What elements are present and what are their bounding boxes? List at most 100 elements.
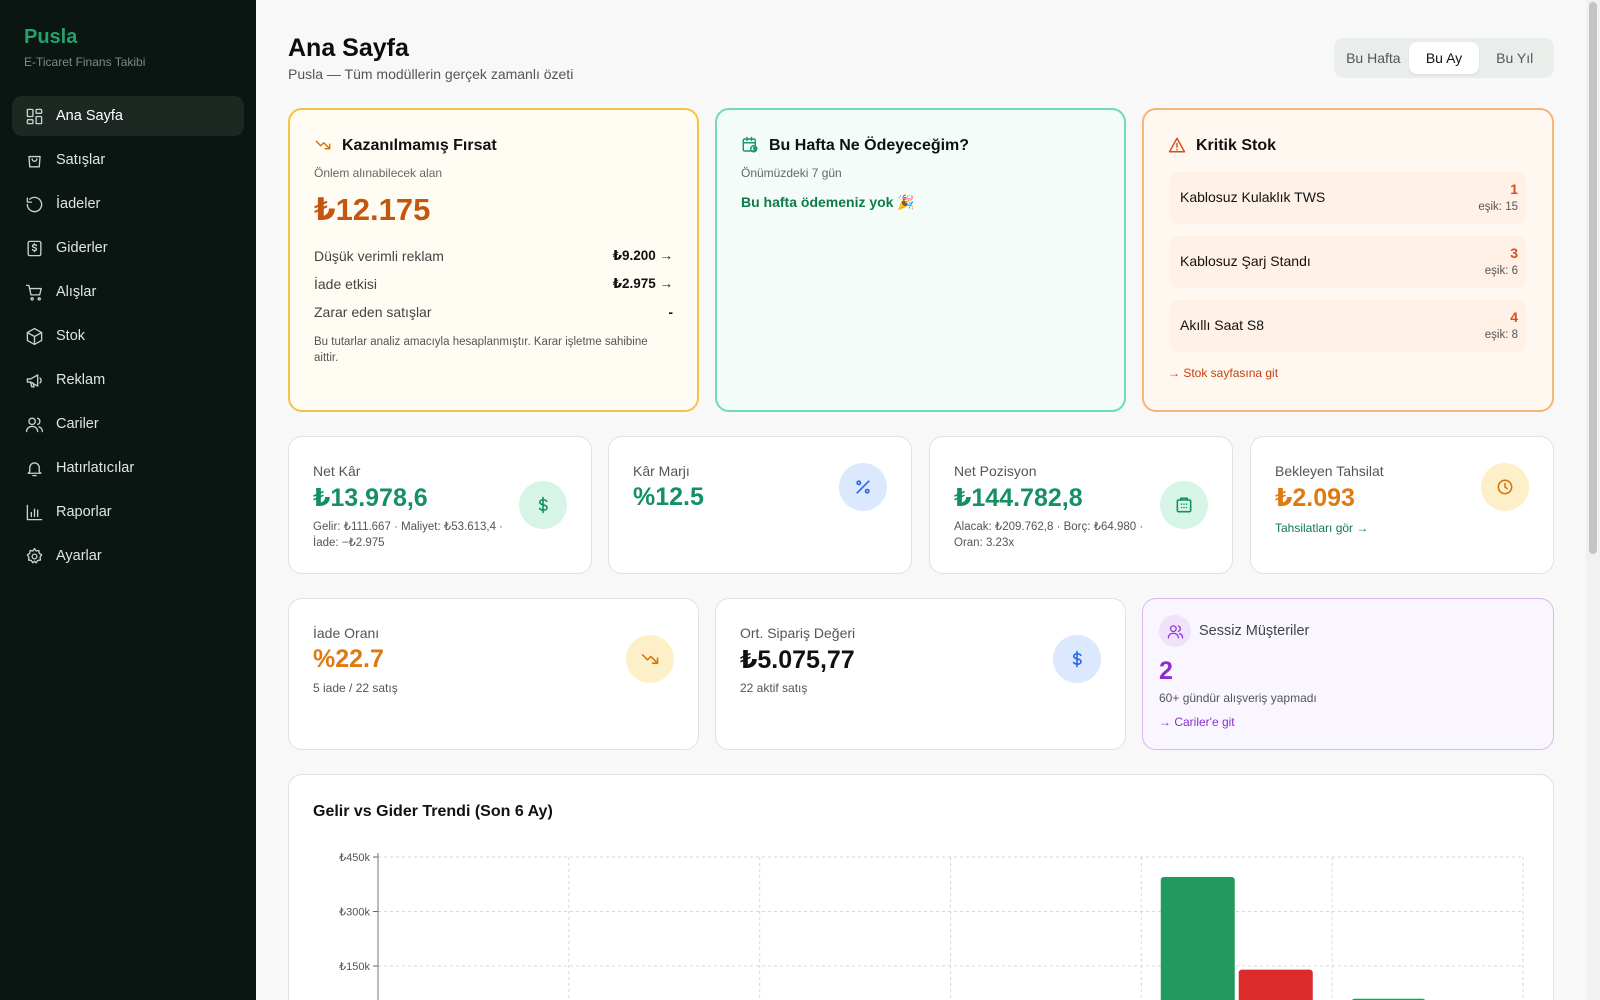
sidebar-item-ayarlar[interactable]: Ayarlar xyxy=(12,536,244,576)
percent-icon xyxy=(839,463,887,511)
income-expense-chart: ₺450k ₺300k ₺150k xyxy=(339,852,1524,1000)
sidebar-item-alislar[interactable]: Alışlar xyxy=(12,272,244,312)
kpi-detail: 5 iade / 22 satış xyxy=(313,681,398,695)
sidebar-item-label: Cariler xyxy=(56,416,99,432)
shopping-bag-icon xyxy=(24,150,44,170)
page-title: Ana Sayfa xyxy=(288,34,409,62)
bell-icon xyxy=(24,458,44,478)
profit-margin-card: Kâr Marjı %12.5 xyxy=(608,436,912,574)
trending-down-icon xyxy=(626,635,674,683)
dollar-icon xyxy=(519,481,567,529)
breakdown-value: ₺9.200 → xyxy=(612,248,673,263)
kpi-label: Bekleyen Tahsilat xyxy=(1275,463,1384,479)
users-icon xyxy=(24,414,44,434)
kpi-value: ₺2.093 xyxy=(1275,484,1355,512)
breakdown-label: İade etkisi xyxy=(314,276,378,292)
kpi-value: ₺5.075,77 xyxy=(740,646,855,674)
chart-bar xyxy=(1160,876,1235,1000)
net-profit-card: Net Kâr ₺13.978,6 Gelir: ₺111.667 · Mali… xyxy=(288,436,592,574)
card-title: Sessiz Müşteriler xyxy=(1199,623,1310,639)
disclaimer-note: Bu tutarlar analiz amacıyla hesaplanmışt… xyxy=(314,336,648,364)
trending-down-icon xyxy=(314,136,334,156)
megaphone-icon xyxy=(24,370,44,390)
card-subtitle: Önlem alınabilecek alan xyxy=(314,166,443,180)
brand-name: Pusla xyxy=(24,26,78,48)
stock-item-threshold: eşik: 6 xyxy=(1484,265,1518,277)
sidebar-item-satislar[interactable]: Satışlar xyxy=(12,140,244,180)
net-position-card: Net Pozisyon ₺144.782,8 Alacak: ₺209.762… xyxy=(929,436,1233,574)
stock-item-threshold: eşik: 8 xyxy=(1484,329,1518,341)
sidebar-item-ana-sayfa[interactable]: Ana Sayfa xyxy=(12,96,244,136)
unearned-opportunity-card: Kazanılmamış Fırsat Önlem alınabilecek a… xyxy=(288,108,699,412)
return-rate-card: İade Oranı %22.7 5 iade / 22 satış xyxy=(288,598,699,750)
pending-collections-card: Bekleyen Tahsilat ₺2.093 Tahsilatları gö… xyxy=(1250,436,1554,574)
stock-item[interactable]: Akıllı Saat S8 4 eşik: 8 xyxy=(1170,300,1526,352)
breakdown-value: - xyxy=(668,304,674,320)
receipt-icon xyxy=(24,238,44,258)
sidebar-item-iadeler[interactable]: İadeler xyxy=(12,184,244,224)
sidebar-item-label: İadeler xyxy=(56,196,101,212)
breakdown-row: Zarar eden satışlar - xyxy=(314,298,673,326)
sidebar-item-label: Alışlar xyxy=(56,284,97,300)
stock-item-threshold: eşik: 15 xyxy=(1478,201,1518,213)
breakdown-row[interactable]: İade etkisi ₺2.975 → xyxy=(314,270,673,298)
kpi-value: ₺13.978,6 xyxy=(313,484,428,512)
collections-link[interactable]: Tahsilatları gör → xyxy=(1275,521,1369,535)
stock-item-qty: 1 xyxy=(1510,181,1518,197)
sidebar-item-giderler[interactable]: Giderler xyxy=(12,228,244,268)
card-header: Kritik Stok xyxy=(1168,136,1276,156)
kpi-label: Net Pozisyon xyxy=(954,463,1037,479)
sidebar-item-label: Hatırlatıcılar xyxy=(56,460,135,476)
stock-item-name: Akıllı Saat S8 xyxy=(1180,317,1265,333)
sidebar-item-raporlar[interactable]: Raporlar xyxy=(12,492,244,532)
breakdown-label: Zarar eden satışlar xyxy=(314,304,432,320)
sidebar-item-stok[interactable]: Stok xyxy=(12,316,244,356)
kpi-value: ₺144.782,8 xyxy=(954,484,1083,512)
kpi-label: Kâr Marjı xyxy=(633,463,690,479)
card-title: Bu Hafta Ne Ödeyeceğim? xyxy=(769,137,970,154)
dollar-icon xyxy=(1053,635,1101,683)
scrollbar-thumb[interactable] xyxy=(1589,2,1597,554)
sidebar-item-label: Ayarlar xyxy=(56,548,102,564)
sidebar-item-label: Satışlar xyxy=(56,152,106,168)
brand-subtitle: E-Ticaret Finans Takibi xyxy=(24,55,146,69)
sidebar-item-label: Ana Sayfa xyxy=(56,108,123,124)
page-scrollbar[interactable] xyxy=(1586,0,1600,1000)
alert-triangle-icon xyxy=(1168,136,1188,156)
kpi-detail: 22 aktif satış xyxy=(740,681,808,695)
stock-page-link[interactable]: → Stok sayfasına git xyxy=(1168,366,1279,380)
kpi-value: %12.5 xyxy=(633,483,704,511)
breakdown-row[interactable]: Düşük verimli reklam ₺9.200 → xyxy=(314,242,673,270)
sidebar-item-label: Reklam xyxy=(56,372,106,388)
period-selector: Bu Hafta Bu Ay Bu Yıl xyxy=(1334,38,1554,78)
period-month-button[interactable]: Bu Ay xyxy=(1408,42,1480,74)
card-title: Kazanılmamış Fırsat xyxy=(342,137,497,154)
kpi-label: İade Oranı xyxy=(313,625,380,641)
stock-item-qty: 4 xyxy=(1510,309,1518,325)
period-year-button[interactable]: Bu Yıl xyxy=(1496,50,1534,66)
chart-title: Gelir vs Gider Trendi (Son 6 Ay) xyxy=(313,803,553,820)
period-week-button[interactable]: Bu Hafta xyxy=(1346,50,1401,66)
calendar-clock-icon xyxy=(741,136,761,156)
stock-item[interactable]: Kablosuz Kulaklık TWS 1 eşik: 15 xyxy=(1170,172,1526,224)
avg-order-card: Ort. Sipariş Değeri ₺5.075,77 22 aktif s… xyxy=(715,598,1126,750)
y-tick-label: ₺450k xyxy=(339,852,370,864)
page-subtitle: Pusla — Tüm modüllerin gerçek zamanlı öz… xyxy=(288,66,574,82)
customers-link[interactable]: → Cariler'e git xyxy=(1159,715,1235,729)
kpi-label: Net Kâr xyxy=(313,463,361,479)
sidebar-item-hatirlaticilar[interactable]: Hatırlatıcılar xyxy=(12,448,244,488)
clock-icon xyxy=(1481,463,1529,511)
y-tick-label: ₺150k xyxy=(339,961,370,973)
rotate-ccw-icon xyxy=(24,194,44,214)
kpi-detail: Gelir: ₺111.667 · Maliyet: ₺53.613,4 · İ… xyxy=(313,521,503,549)
sidebar: Pusla E-Ticaret Finans Takibi Ana Sayfa … xyxy=(0,0,256,1000)
chart-bar xyxy=(1238,969,1313,1000)
package-icon xyxy=(24,326,44,346)
sidebar-item-cariler[interactable]: Cariler xyxy=(12,404,244,444)
y-tick-label: ₺300k xyxy=(339,907,370,919)
stock-item[interactable]: Kablosuz Şarj Standı 3 eşik: 6 xyxy=(1170,236,1526,288)
sidebar-item-label: Raporlar xyxy=(56,504,112,520)
sidebar-nav: Ana Sayfa Satışlar İadeler Giderler Alış… xyxy=(12,96,244,580)
breakdown-label: Düşük verimli reklam xyxy=(314,248,444,264)
sidebar-item-reklam[interactable]: Reklam xyxy=(12,360,244,400)
